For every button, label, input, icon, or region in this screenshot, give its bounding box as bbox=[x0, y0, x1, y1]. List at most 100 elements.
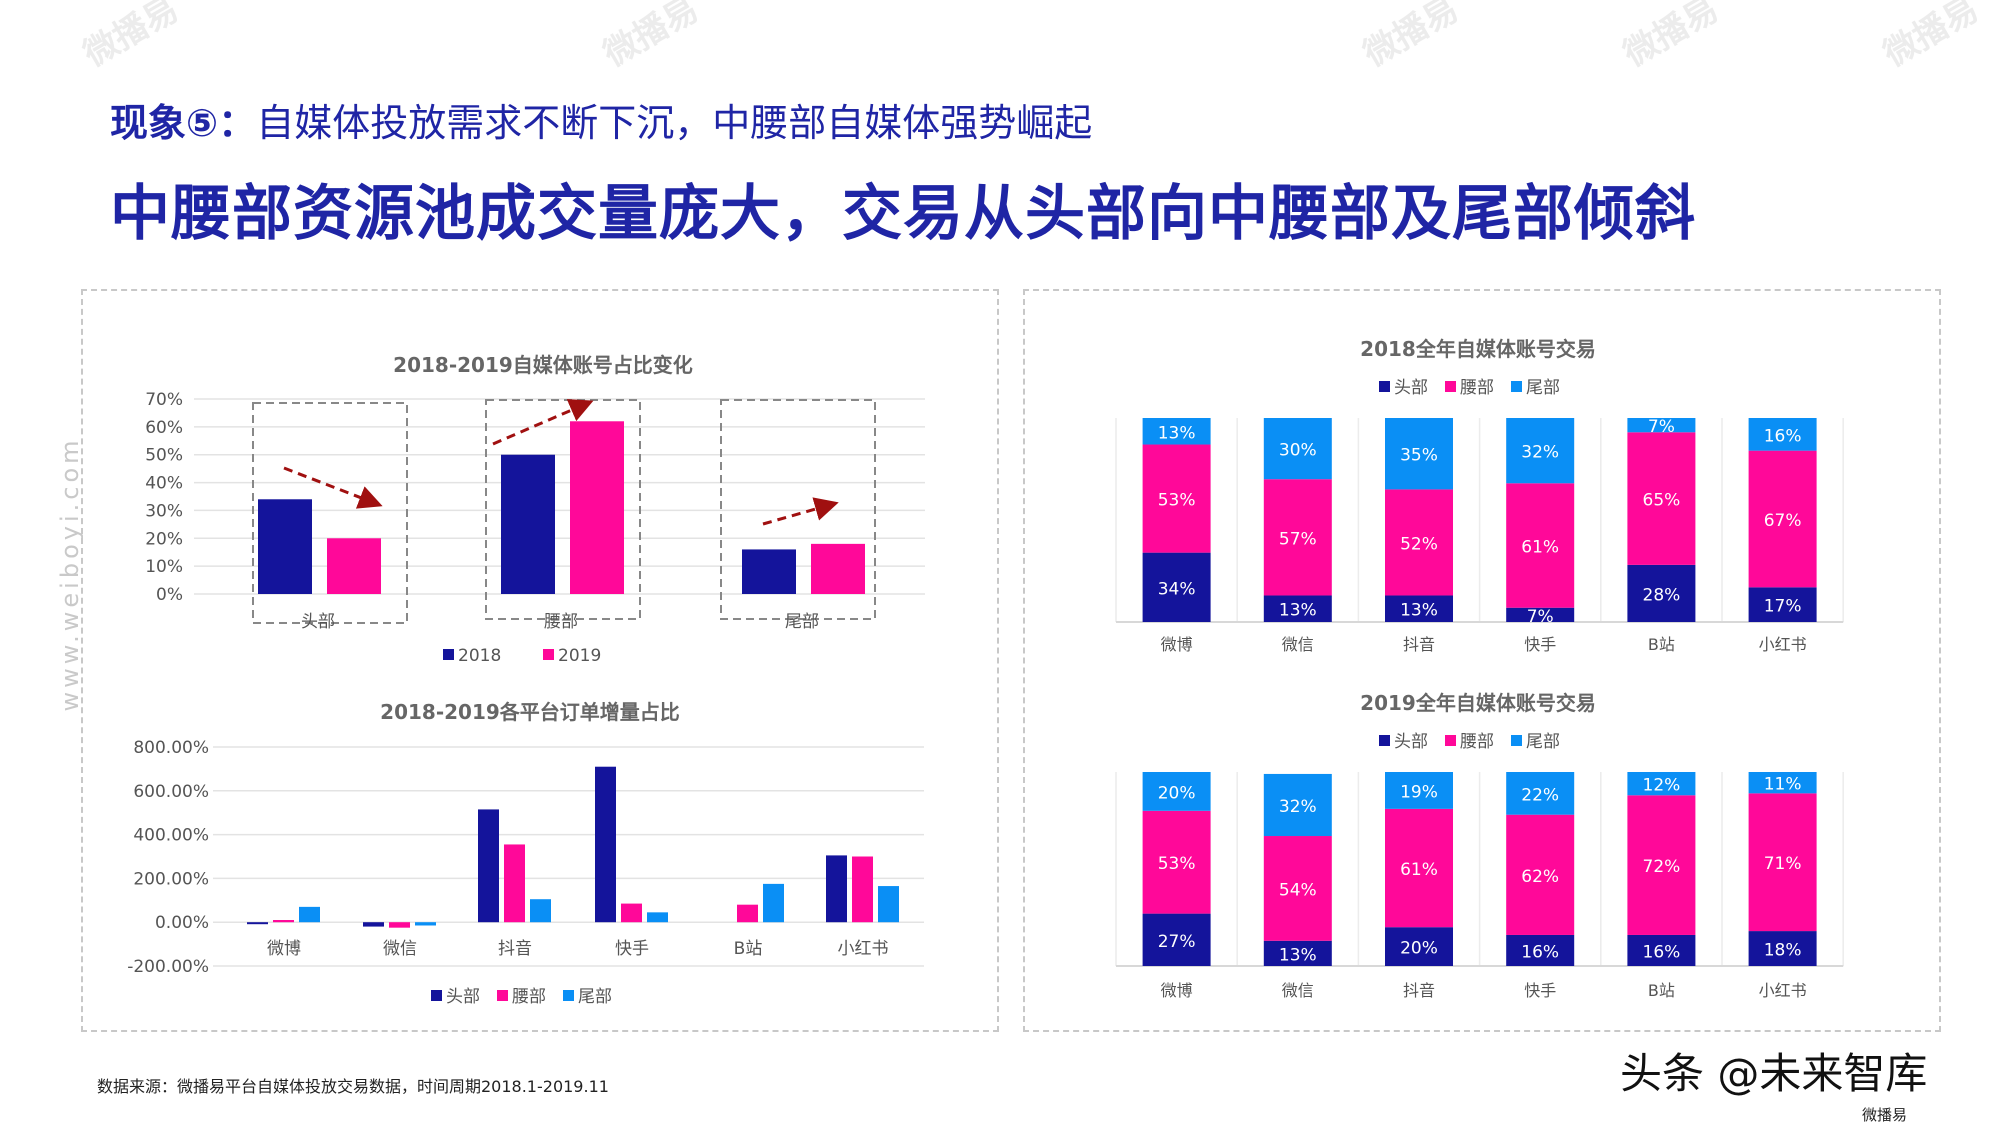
y-tick-label: 60% bbox=[145, 418, 183, 438]
chart-title: 2018全年自媒体账号交易 bbox=[1360, 337, 1596, 361]
x-tick-label: 头部 bbox=[301, 612, 335, 632]
segment-腰部-B站 bbox=[1627, 432, 1696, 565]
trend-arrow bbox=[762, 497, 839, 526]
data-label: 16% bbox=[1521, 942, 1559, 962]
bar-2018-尾部 bbox=[742, 549, 796, 594]
bar-尾部-小红书 bbox=[878, 886, 899, 923]
y-tick-label: 30% bbox=[145, 501, 183, 521]
data-label: 61% bbox=[1400, 860, 1438, 880]
data-label: 12% bbox=[1643, 776, 1681, 796]
data-label: 20% bbox=[1158, 783, 1196, 803]
bar-尾部-微信 bbox=[415, 922, 436, 926]
data-source-note: 数据来源：微播易平台自媒体投放交易数据，时间周期2018.1-2019.11 bbox=[97, 1077, 609, 1096]
bar-腰部-抖音 bbox=[504, 844, 525, 923]
segment-头部-抖音 bbox=[1385, 927, 1453, 966]
credit-text: 头条 @未来智库 bbox=[1620, 1049, 1928, 1098]
legend-swatch bbox=[1379, 381, 1390, 392]
segment-头部-微信 bbox=[1263, 940, 1332, 966]
data-label: 65% bbox=[1643, 491, 1681, 511]
trend-arrow bbox=[492, 399, 594, 446]
segment-头部-快手 bbox=[1506, 934, 1575, 966]
segment-尾部-抖音 bbox=[1385, 772, 1453, 809]
subtitle: 现象⑤：自媒体投放需求不断下沉，中腰部自媒体强势崛起 bbox=[110, 92, 1092, 147]
data-label: 35% bbox=[1400, 446, 1438, 466]
data-label: 53% bbox=[1158, 491, 1196, 511]
data-label: 52% bbox=[1400, 534, 1438, 554]
legend-swatch bbox=[1511, 381, 1522, 392]
data-label: 11% bbox=[1764, 775, 1802, 795]
data-label: 13% bbox=[1279, 601, 1317, 621]
segment-头部-B站 bbox=[1627, 564, 1696, 622]
x-tick-label: 抖音 bbox=[1403, 981, 1435, 1000]
legend-swatch bbox=[563, 990, 574, 1001]
chart-title: 2018-2019各平台订单增量占比 bbox=[380, 700, 680, 724]
legend-swatch bbox=[443, 649, 454, 660]
group-highlight-box bbox=[252, 402, 408, 624]
segment-尾部-微博 bbox=[1142, 418, 1211, 445]
x-tick-label: 微信 bbox=[1282, 635, 1314, 654]
data-label: 71% bbox=[1764, 854, 1802, 874]
bar-尾部-B站 bbox=[763, 883, 784, 923]
segment-尾部-B站 bbox=[1627, 772, 1696, 796]
data-label: 17% bbox=[1764, 597, 1802, 617]
segment-头部-抖音 bbox=[1385, 595, 1453, 622]
bar-尾部-快手 bbox=[647, 912, 668, 923]
bar-腰部-微信 bbox=[389, 922, 410, 928]
segment-头部-微博 bbox=[1142, 913, 1211, 966]
segment-尾部-小红书 bbox=[1748, 772, 1817, 794]
segment-尾部-抖音 bbox=[1385, 418, 1453, 490]
segment-尾部-快手 bbox=[1506, 418, 1575, 484]
data-label: 62% bbox=[1521, 867, 1559, 887]
data-label: 13% bbox=[1279, 945, 1317, 965]
group-highlight-box bbox=[485, 399, 641, 620]
y-tick-label: -200.00% bbox=[127, 957, 209, 977]
legend-swatch bbox=[543, 649, 554, 660]
credit-logo: 微播易 bbox=[1862, 1106, 1908, 1124]
x-tick-label: 小红书 bbox=[838, 939, 889, 959]
segment-头部-小红书 bbox=[1748, 587, 1817, 622]
segment-尾部-快手 bbox=[1506, 772, 1575, 815]
y-tick-label: 40% bbox=[145, 474, 183, 494]
bar-2018-腰部 bbox=[501, 454, 555, 594]
trend-arrow bbox=[283, 466, 383, 509]
bar-头部-小红书 bbox=[826, 855, 847, 923]
legend-label: 腰部 bbox=[512, 987, 546, 1007]
right-panel bbox=[1023, 289, 1941, 1032]
data-label: 16% bbox=[1643, 942, 1681, 962]
page-title: 中腰部资源池成交量庞大，交易从头部向中腰部及尾部倾斜 bbox=[110, 179, 1696, 249]
legend-label: 腰部 bbox=[1460, 732, 1494, 752]
x-tick-label: 小红书 bbox=[1759, 981, 1807, 1000]
y-tick-label: 200.00% bbox=[133, 869, 209, 889]
data-label: 67% bbox=[1764, 511, 1802, 531]
bar-2018-头部 bbox=[258, 499, 312, 594]
bar-头部-微博 bbox=[247, 922, 268, 925]
legend-label: 头部 bbox=[1394, 378, 1428, 398]
left-panel bbox=[81, 289, 999, 1032]
segment-头部-微博 bbox=[1142, 552, 1211, 622]
segment-腰部-快手 bbox=[1506, 483, 1575, 608]
y-tick-label: 0% bbox=[156, 585, 183, 605]
x-tick-label: 微博 bbox=[267, 939, 301, 959]
segment-腰部-抖音 bbox=[1385, 808, 1453, 928]
data-label: 28% bbox=[1643, 585, 1681, 605]
segment-头部-小红书 bbox=[1748, 931, 1817, 966]
data-label: 27% bbox=[1158, 932, 1196, 952]
legend-label: 2019 bbox=[558, 646, 601, 666]
data-label: 7% bbox=[1648, 417, 1675, 437]
data-label: 30% bbox=[1279, 441, 1317, 461]
legend-swatch bbox=[1511, 735, 1522, 746]
bar-头部-抖音 bbox=[478, 809, 499, 923]
data-label: 54% bbox=[1279, 880, 1317, 900]
legend-label: 尾部 bbox=[1526, 378, 1560, 398]
bar-腰部-小红书 bbox=[852, 856, 873, 923]
segment-腰部-B站 bbox=[1627, 795, 1696, 935]
segment-尾部-小红书 bbox=[1748, 418, 1817, 451]
x-tick-label: B站 bbox=[1648, 635, 1675, 654]
segment-腰部-快手 bbox=[1506, 814, 1575, 935]
legend-swatch bbox=[1445, 381, 1456, 392]
data-label: 61% bbox=[1521, 538, 1559, 558]
y-tick-label: 50% bbox=[145, 446, 183, 466]
segment-头部-B站 bbox=[1627, 934, 1696, 966]
data-label: 72% bbox=[1643, 857, 1681, 877]
